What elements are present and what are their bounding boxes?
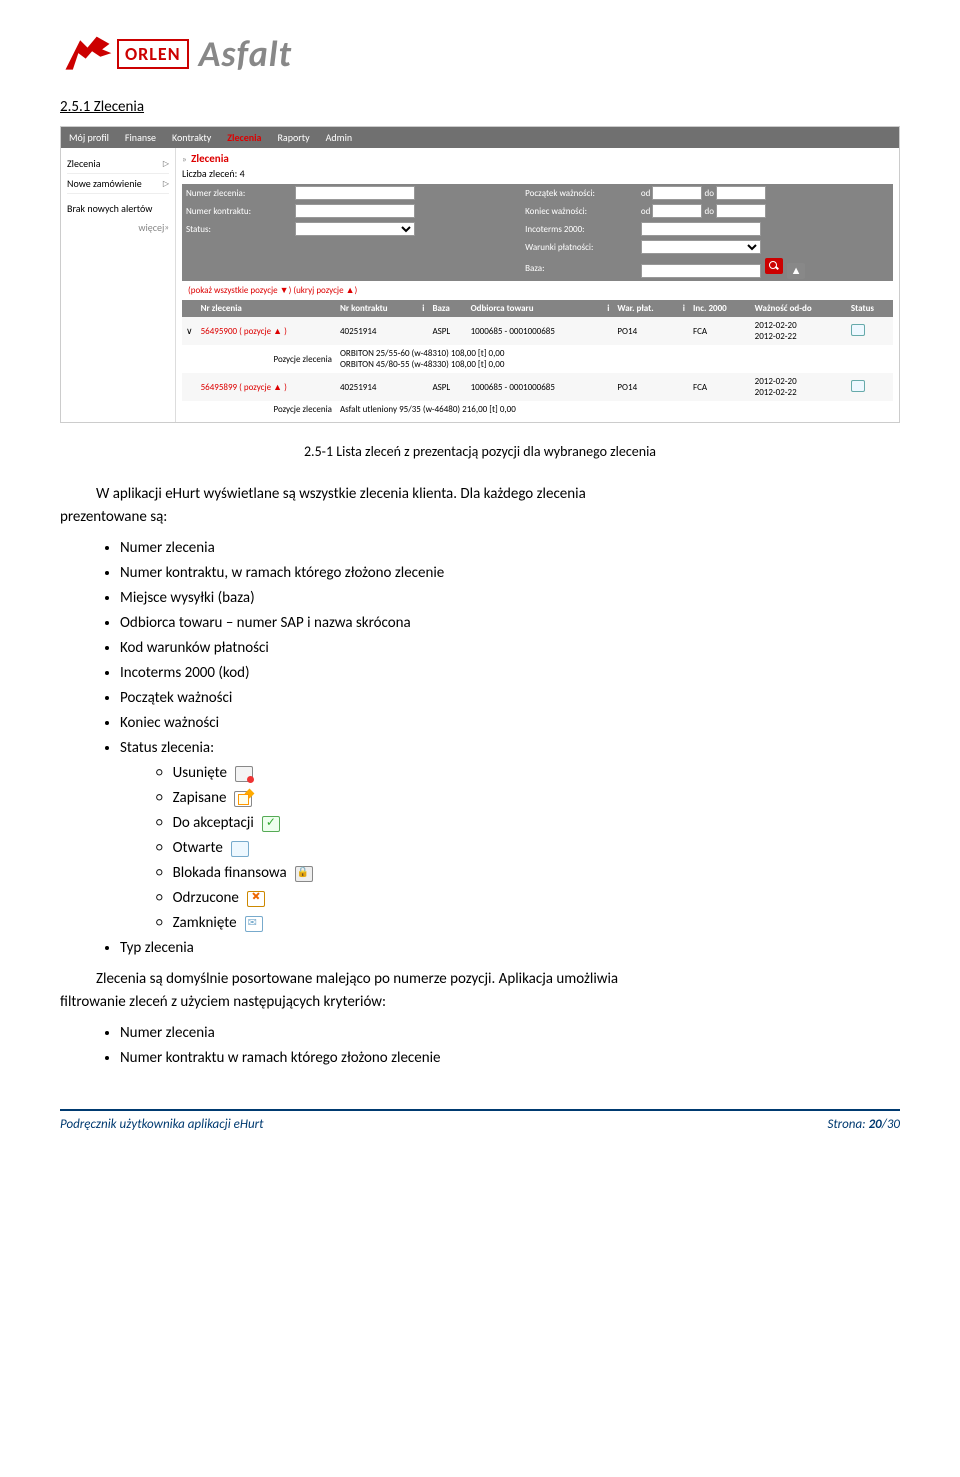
to-label: do: [705, 206, 714, 217]
sidebar-alerts: Brak nowych alertów: [67, 194, 169, 218]
section-heading: 2.5.1 Zlecenia: [60, 98, 900, 116]
status-sublist: Usunięte Zapisane Do akceptacji Otwarte …: [156, 763, 900, 934]
base-input[interactable]: [641, 264, 761, 278]
status-item: Zapisane: [156, 788, 900, 809]
status-open-icon: [231, 841, 249, 857]
list-item: Początek ważności: [120, 688, 900, 709]
app-screenshot: Mój profil Finanse Kontrakty Zlecenia Ra…: [60, 126, 900, 423]
body-paragraph: filtrowanie zleceń z użyciem następujący…: [60, 992, 900, 1013]
result-count: Liczba zleceń: 4: [182, 165, 893, 184]
contract-number-input[interactable]: [295, 204, 415, 218]
sidebar-item[interactable]: Zlecenia▷: [67, 154, 169, 174]
order-link[interactable]: 56495899 ( pozycje ▲ ): [197, 373, 336, 401]
nav-item[interactable]: Raporty: [278, 131, 310, 144]
status-saved-icon: [234, 791, 252, 807]
valid-end-from-input[interactable]: [652, 204, 702, 218]
status-item: Otwarte: [156, 838, 900, 859]
field-list: Numer zlecenia Numer kontraktu, w ramach…: [120, 538, 900, 959]
collapse-button[interactable]: ▲: [787, 263, 805, 279]
status-item: Blokada finansowa: [156, 863, 900, 884]
status-accept-icon: [262, 816, 280, 832]
search-button[interactable]: [765, 258, 783, 274]
list-item: Incoterms 2000 (kod): [120, 663, 900, 684]
footer-left: Podręcznik użytkownika aplikacji eHurt: [60, 1117, 264, 1132]
status-item: Odrzucone: [156, 888, 900, 909]
order-number-input[interactable]: [295, 186, 415, 200]
breadcrumb: Zlecenia: [191, 150, 229, 167]
filter-panel: Numer zlecenia: Początek ważności: od do…: [182, 184, 893, 300]
body-paragraph: Zlecenia są domyślnie posortowane maleją…: [60, 969, 900, 990]
table-subrow: Pozycje zlecenia ORBITON 25/55-60 (w-483…: [182, 345, 893, 373]
status-open-icon: [851, 380, 865, 392]
page-footer: Podręcznik użytkownika aplikacji eHurt S…: [60, 1109, 900, 1132]
sidebar: Zlecenia▷ Nowe zamówienie▷ Brak nowych a…: [61, 148, 176, 422]
list-item: Numer kontraktu w ramach którego złożono…: [120, 1048, 900, 1069]
body-paragraph: prezentowane są:: [60, 507, 900, 528]
list-item: Kod warunków płatności: [120, 638, 900, 659]
list-item: Numer kontraktu, w ramach którego złożon…: [120, 563, 900, 584]
valid-end-to-input[interactable]: [716, 204, 766, 218]
status-item: Do akceptacji: [156, 813, 900, 834]
status-deleted-icon: [235, 766, 253, 782]
filter-label: Warunki płatności:: [521, 238, 637, 256]
table-row[interactable]: ∨ 56495900 ( pozycje ▲ ) 40251914 ASPL 1…: [182, 317, 893, 345]
status-item: Usunięte: [156, 763, 900, 784]
nav-item[interactable]: Finanse: [125, 131, 156, 144]
from-label: od: [641, 188, 650, 199]
list-item: Status zlecenia: Usunięte Zapisane Do ak…: [120, 738, 900, 934]
filter-label: Numer kontraktu:: [182, 202, 291, 220]
chevron-right-icon: ▷: [163, 179, 169, 189]
more-icon: »: [164, 222, 169, 233]
to-label: do: [705, 188, 714, 199]
nav-item[interactable]: Kontrakty: [172, 131, 211, 144]
brand-sub: Asfalt: [199, 32, 292, 76]
status-open-icon: [851, 324, 865, 336]
brand-name: ORLEN: [117, 39, 189, 69]
nav-item-active[interactable]: Zlecenia: [227, 131, 261, 144]
expand-icon[interactable]: ∨: [182, 317, 197, 345]
nav-bar: Mój profil Finanse Kontrakty Zlecenia Ra…: [61, 127, 899, 148]
breadcrumb-arrow-icon: »: [182, 154, 187, 165]
incoterms-input[interactable]: [641, 222, 761, 236]
filter-label: Początek ważności:: [521, 184, 637, 202]
status-item: Zamknięte: [156, 913, 900, 934]
table-header-row: Nr zlecenia Nr kontraktu i Baza Odbiorca…: [182, 300, 893, 317]
payment-terms-select[interactable]: [641, 240, 761, 254]
valid-to-input[interactable]: [716, 186, 766, 200]
sidebar-more[interactable]: więcej »: [67, 218, 169, 237]
filter-label: Baza:: [521, 256, 637, 281]
status-locked-icon: [295, 866, 313, 882]
table-row[interactable]: 56495899 ( pozycje ▲ ) 40251914 ASPL 100…: [182, 373, 893, 401]
filter-label: Status:: [182, 220, 291, 238]
nav-item[interactable]: Admin: [326, 131, 353, 144]
valid-from-input[interactable]: [652, 186, 702, 200]
visibility-toggle[interactable]: (pokaż wszystkie pozycje ▼) (ukryj pozyc…: [182, 281, 893, 300]
list-item: Odbiorca towaru – numer SAP i nazwa skró…: [120, 613, 900, 634]
order-link[interactable]: 56495900 ( pozycje ▲ ): [197, 317, 336, 345]
filter-label: Numer zlecenia:: [182, 184, 291, 202]
list-item: Miejsce wysyłki (baza): [120, 588, 900, 609]
status-closed-icon: [245, 916, 263, 932]
list-item: Koniec ważności: [120, 713, 900, 734]
orders-table: Nr zlecenia Nr kontraktu i Baza Odbiorca…: [182, 300, 893, 418]
status-rejected-icon: [247, 891, 265, 907]
list-item: Typ zlecenia: [120, 938, 900, 959]
eagle-icon: [60, 30, 115, 78]
table-subrow: Pozycje zlecenia Asfalt utleniony 95/35 …: [182, 401, 893, 418]
filter-label: Koniec ważności:: [521, 202, 637, 220]
list-item: Numer zlecenia: [120, 1023, 900, 1044]
list-item: Numer zlecenia: [120, 538, 900, 559]
nav-item[interactable]: Mój profil: [69, 131, 109, 144]
logo: ORLEN Asfalt: [60, 30, 900, 78]
status-select[interactable]: [295, 222, 415, 236]
filter-label: Incoterms 2000:: [521, 220, 637, 238]
figure-caption: 2.5-1 Lista zleceń z prezentacją pozycji…: [60, 443, 900, 460]
from-label: od: [641, 206, 650, 217]
sidebar-item[interactable]: Nowe zamówienie▷: [67, 174, 169, 194]
criteria-list: Numer zlecenia Numer kontraktu w ramach …: [120, 1023, 900, 1069]
body-paragraph: W aplikacji eHurt wyświetlane są wszystk…: [60, 484, 900, 505]
footer-right: Strona: 20/30: [827, 1117, 900, 1132]
chevron-right-icon: ▷: [163, 159, 169, 169]
